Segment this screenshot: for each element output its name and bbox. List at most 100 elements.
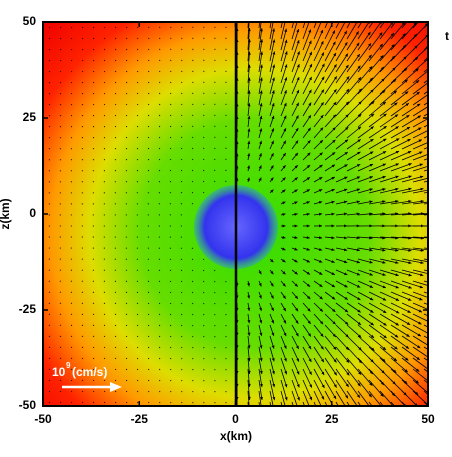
x-tick-label: 50	[421, 412, 435, 426]
vector	[214, 181, 215, 182]
vector-head	[285, 409, 288, 412]
vector	[82, 115, 83, 116]
vector	[137, 38, 138, 39]
y-tick-label: -25	[19, 302, 37, 316]
vector-head	[430, 297, 433, 300]
x-tick-label: -25	[131, 412, 149, 426]
vector-head	[413, 11, 416, 14]
y-axis-label: z(km)	[0, 198, 12, 229]
vector-head	[440, 332, 443, 335]
vector-head	[296, 7, 299, 10]
vector	[137, 391, 138, 392]
vector	[49, 347, 50, 348]
vector-head	[440, 344, 443, 347]
vector	[148, 170, 149, 171]
vector	[115, 148, 116, 149]
vector	[126, 60, 127, 61]
vector-head	[378, 10, 381, 13]
vector-head	[443, 212, 446, 215]
vector	[148, 181, 149, 182]
vector	[137, 170, 138, 171]
vector-head	[401, 11, 404, 14]
vector-head	[260, 17, 263, 20]
vector	[104, 159, 105, 160]
vector-head	[432, 212, 435, 215]
vector-head	[272, 6, 275, 9]
vector	[159, 281, 160, 282]
vector	[203, 292, 204, 293]
vector-head	[440, 117, 443, 120]
vector	[170, 270, 171, 271]
vector-head	[248, 6, 251, 9]
vector	[126, 159, 127, 160]
vector	[60, 115, 61, 116]
vector	[60, 325, 61, 326]
vector	[192, 137, 193, 138]
vector	[49, 336, 50, 337]
vector-head	[442, 164, 445, 167]
vector	[137, 181, 138, 182]
vector	[82, 325, 83, 326]
vector	[137, 380, 138, 381]
vector	[137, 369, 138, 370]
vector	[170, 115, 171, 116]
vector-head	[437, 414, 440, 417]
vector	[170, 93, 171, 94]
vector	[126, 27, 127, 28]
vector	[60, 104, 61, 105]
vector-head	[272, 420, 275, 423]
vector-head	[438, 58, 441, 61]
vector-head	[343, 8, 346, 11]
vector-head	[284, 18, 287, 21]
vector	[137, 27, 138, 28]
vector	[82, 303, 83, 304]
vector	[170, 126, 171, 127]
vector-head	[429, 321, 432, 324]
vector	[192, 292, 193, 293]
vector-head	[441, 297, 444, 300]
vector	[203, 281, 204, 282]
vector	[115, 402, 116, 403]
vector-head	[321, 408, 324, 411]
vector	[126, 71, 127, 72]
vector	[170, 259, 171, 260]
vector	[115, 314, 116, 315]
vector	[159, 336, 160, 337]
vector	[181, 115, 182, 116]
vector-head	[441, 309, 444, 312]
vector	[71, 148, 72, 149]
vector	[148, 49, 149, 50]
y-tick-label: 25	[23, 110, 37, 124]
vector	[71, 126, 72, 127]
vector	[82, 314, 83, 315]
vector-head	[309, 408, 312, 411]
vector-head	[248, 421, 251, 424]
vector	[148, 104, 149, 105]
scale-exponent: 9	[66, 361, 71, 370]
vector	[170, 325, 171, 326]
vector	[115, 170, 116, 171]
vector-head	[379, 416, 382, 419]
vector-head	[429, 128, 432, 131]
vector-head	[272, 17, 275, 20]
vector	[137, 159, 138, 160]
vector-head	[429, 116, 432, 119]
vector-head	[431, 176, 434, 179]
vector-head	[272, 409, 275, 412]
vector-head	[438, 70, 441, 73]
x-tick-label: 25	[325, 412, 339, 426]
vector-head	[440, 105, 443, 108]
vector	[159, 181, 160, 182]
vector	[115, 49, 116, 50]
vector-head	[333, 407, 336, 410]
vector-head	[260, 6, 263, 9]
vector	[104, 292, 105, 293]
vector-head	[436, 23, 439, 26]
vector	[60, 126, 61, 127]
vector	[137, 82, 138, 83]
vector-head	[260, 410, 263, 413]
vector-head	[320, 8, 323, 11]
vector	[159, 93, 160, 94]
vector	[60, 347, 61, 348]
